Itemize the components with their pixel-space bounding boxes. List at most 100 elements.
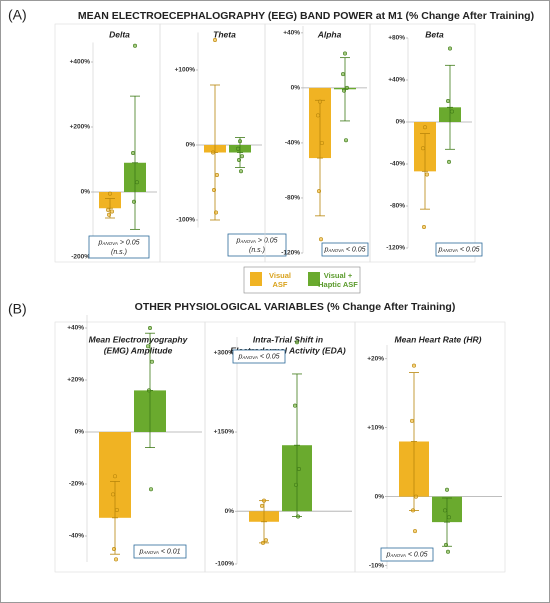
annotation-sub: ANOVA <box>142 550 159 555</box>
annotation-box <box>227 233 287 257</box>
data-point <box>443 542 448 547</box>
data-point <box>147 388 152 393</box>
data-point <box>315 113 320 118</box>
y-tick-label: -100% <box>176 217 195 224</box>
y-tick-label: -40% <box>285 140 300 147</box>
y-tick-label: -120% <box>386 245 405 252</box>
data-point <box>113 474 118 479</box>
annotation-note: (n.s.) <box>111 249 127 256</box>
y-tick-label: +300% <box>214 350 235 357</box>
data-point <box>115 507 120 512</box>
data-point <box>149 487 154 492</box>
data-point <box>133 43 138 48</box>
y-tick-label: -120% <box>281 250 300 257</box>
annotation-box <box>380 547 434 562</box>
annotation-sub: ANOVA <box>389 553 406 558</box>
annotation-sub: ANOVA <box>239 239 256 244</box>
y-tick-label: 0% <box>396 119 406 126</box>
data-point <box>317 99 322 104</box>
annotation-text: < 0.05 <box>344 246 366 253</box>
chart-title: Alpha <box>317 29 342 39</box>
data-point <box>263 538 268 543</box>
annotation-sub: ANOVA <box>327 248 344 253</box>
annotation-text: > 0.05 <box>118 239 140 246</box>
annotation-p: p <box>235 237 240 244</box>
data-point <box>106 207 111 212</box>
data-point <box>148 325 153 330</box>
y-tick-label: -40% <box>69 533 84 540</box>
data-point <box>340 72 345 77</box>
data-point <box>111 492 116 497</box>
data-point <box>412 529 417 534</box>
data-point <box>294 340 299 345</box>
annotation-text: > 0.05 <box>256 237 278 244</box>
data-point <box>135 180 140 185</box>
data-point <box>212 188 217 193</box>
data-point <box>292 403 297 408</box>
data-point <box>295 514 300 519</box>
legend-box <box>243 266 361 294</box>
annotation-p: p <box>237 353 242 360</box>
annotation-sub: ANOVA <box>241 355 258 360</box>
error-bar <box>110 480 120 555</box>
data-point <box>445 99 450 104</box>
data-point <box>319 140 324 145</box>
data-point <box>240 154 245 159</box>
y-tick-label: +20% <box>67 377 84 384</box>
chart-title: Mean Heart Rate (HR) <box>395 334 482 344</box>
y-tick-label: -10% <box>369 562 384 569</box>
data-point <box>444 487 449 492</box>
y-tick-label: -80% <box>285 195 300 202</box>
y-tick-label: +40% <box>67 325 84 332</box>
data-point <box>131 151 136 156</box>
data-point <box>447 46 452 51</box>
legend-swatch <box>308 272 320 286</box>
data-point <box>150 359 155 364</box>
data-point <box>341 88 346 93</box>
y-tick-label: +150% <box>214 429 235 436</box>
annotation-text: < 0.05 <box>258 353 280 360</box>
annotation: pANOVA > 0.05 <box>235 237 277 244</box>
data-point <box>108 191 113 196</box>
data-point <box>114 557 119 562</box>
annotation-sub: ANOVA <box>441 248 458 253</box>
y-tick-label: +400% <box>70 59 91 66</box>
annotation-p: p <box>323 246 328 253</box>
data-point <box>293 482 298 487</box>
chart-title: Mean Electromyography <box>89 334 189 344</box>
data-point <box>211 150 216 155</box>
data-point <box>215 173 220 178</box>
data-point <box>411 363 416 368</box>
annotation-box <box>321 242 369 257</box>
annotation: pANOVA < 0.05 <box>323 246 365 253</box>
annotation-note: (n.s.) <box>249 247 265 254</box>
annotation-text: < 0.05 <box>458 246 480 253</box>
chart-title: (EMG) Amplitude <box>104 345 173 355</box>
data-point <box>442 508 447 513</box>
data-point <box>261 498 266 503</box>
chart-title: Intra-Trial Shift in <box>253 334 323 344</box>
y-tick-label: +80% <box>388 35 405 42</box>
annotation-box <box>88 235 150 259</box>
annotation-p: p <box>138 548 143 555</box>
panel-label: (A) <box>8 7 27 23</box>
annotation-p: p <box>97 239 102 246</box>
annotation-box <box>435 242 483 257</box>
data-point <box>342 51 347 56</box>
y-tick-label: 0% <box>291 85 301 92</box>
chart-title: Delta <box>109 29 130 39</box>
data-point <box>146 344 151 349</box>
error-bar <box>420 133 430 210</box>
data-point <box>237 158 242 163</box>
legend-label: Haptic ASF <box>318 280 358 289</box>
data-point <box>236 146 241 151</box>
y-tick-label: -80% <box>390 203 405 210</box>
chart-box <box>354 321 506 573</box>
annotation-text: < 0.05 <box>406 551 428 558</box>
annotation-text: < 0.01 <box>159 548 181 555</box>
y-tick-label: -100% <box>215 561 234 568</box>
legend-label: Visual + <box>324 271 353 280</box>
data-point <box>259 503 264 508</box>
annotation: pANOVA < 0.05 <box>237 353 279 360</box>
